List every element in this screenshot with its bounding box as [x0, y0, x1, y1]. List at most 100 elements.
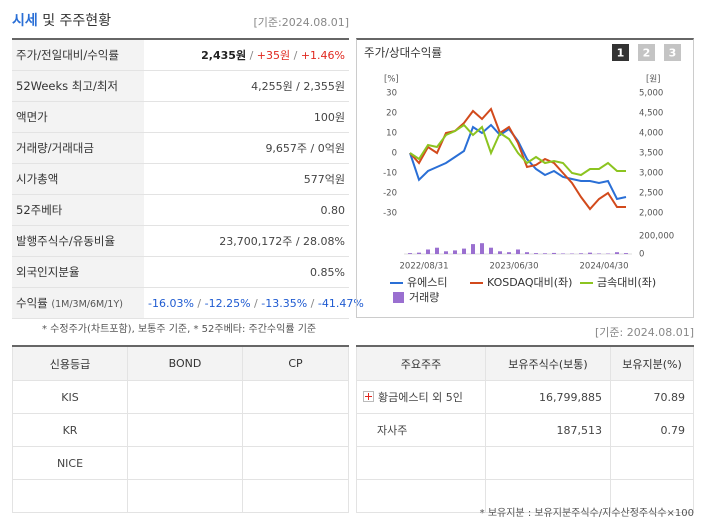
y-tick-label: 30 — [386, 89, 397, 99]
x-tick-label: 2022/08/31 — [400, 262, 449, 272]
summary-row: 액면가 100원 — [12, 101, 349, 133]
value-segment: / — [307, 296, 318, 310]
summary-row: 수익률 (1M/3M/6M/1Y) -16.03% / -12.25% / -13… — [12, 287, 364, 319]
holders-table: 주요주주 보유주식수(보통) 보유지분(%) 황금에스티 외 5인 16,799,885… — [356, 345, 694, 513]
y-tick-label: -20 — [383, 189, 397, 199]
empty-cell — [242, 479, 349, 513]
y2-tick-label: 2,500 — [639, 189, 663, 199]
summary-row: 거래량/거래대금 9,657주 / 0억원 — [12, 132, 349, 164]
y-tick-label: -10 — [383, 169, 397, 179]
summary-row: 주가/전일대비/수익률 2,435원 / +35원 / +1.46% — [12, 39, 349, 71]
base-date: [기준:2024.08.01] — [253, 16, 349, 29]
summary-table: 주가/전일대비/수익률 2,435원 / +35원 / +1.46% 52Weeks… — [12, 38, 364, 319]
holder-name: 자사주 — [356, 413, 486, 447]
agency: KR — [12, 413, 128, 447]
agency: KIS — [12, 380, 128, 414]
ratio: 0.79 — [610, 413, 694, 447]
row-value: 4,255원 / 2,355원 — [144, 70, 349, 102]
expand-icon[interactable] — [363, 391, 374, 402]
chart-box — [356, 38, 694, 318]
bond-cell — [127, 380, 243, 414]
y-tick-label: 20 — [386, 109, 397, 119]
chart-button[interactable] — [612, 44, 629, 61]
legend-label: 금속대비(좌) — [597, 276, 656, 289]
volume-bar — [624, 253, 628, 254]
holders-date: [기준: 2024.08.01] — [594, 326, 694, 339]
row-label: 52Weeks 최고/최저 — [12, 70, 144, 102]
row-value: 23,700,172주 / 28.08% — [144, 225, 349, 257]
cp-cell — [242, 380, 349, 414]
legend-label: KOSDAQ대비(좌) — [487, 276, 572, 289]
legend-swatch — [393, 292, 404, 303]
agency: NICE — [12, 446, 128, 480]
y2-axis-unit: [원] — [646, 75, 660, 85]
volume-bar — [435, 247, 439, 254]
credit-row — [12, 479, 349, 513]
volume-bar — [543, 253, 547, 254]
credit-row: NICE — [12, 446, 349, 480]
row-label: 액면가 — [12, 101, 144, 133]
column-header: 주요주주 — [356, 345, 486, 381]
empty-cell — [127, 479, 243, 513]
value-segment: / — [193, 296, 205, 310]
volume-bar — [462, 248, 466, 254]
volume-bar — [552, 252, 556, 254]
column-header: 신용등급 — [12, 345, 128, 381]
legend-label: 거래량 — [409, 291, 439, 304]
chart: 주가/상대수익률 1 2 3 [%] [원] -30 -20 -10 0 10 20 30 2,000 2,… — [364, 44, 681, 304]
label-text: 거래량/거래대금 — [16, 141, 94, 155]
empty-cell — [356, 479, 486, 513]
holder-text: 황금에스티 외 5인 — [378, 391, 463, 404]
empty-cell — [610, 446, 694, 480]
chart-title: 주가/상대수익률 — [364, 46, 442, 60]
volume-bar — [516, 249, 520, 254]
value-segment: / — [250, 296, 262, 310]
y2-tick-label: 2,000 — [639, 209, 663, 219]
chart-button-label[interactable]: 2 — [643, 47, 651, 60]
chart-button[interactable] — [638, 44, 655, 61]
value-segment: / — [290, 49, 301, 62]
value-segment: 577억원 — [303, 173, 345, 186]
summary-row: 52주베타 0.80 — [12, 194, 349, 226]
column-header: CP — [242, 345, 349, 381]
value-segment: 9,657주 / 0억원 — [265, 142, 345, 155]
volume-bar — [615, 252, 619, 254]
bond-cell — [127, 413, 243, 447]
value-segment: 0.85% — [310, 265, 345, 279]
volume-bar — [498, 251, 502, 254]
empty-cell — [12, 479, 128, 513]
volume-bar — [480, 243, 484, 254]
row-value: 0.80 — [144, 194, 349, 226]
ratio: 70.89 — [610, 380, 694, 414]
y-axis-unit: [%] — [384, 75, 399, 85]
title-main: 시세 — [12, 13, 38, 29]
row-label: 52주베타 — [12, 194, 144, 226]
chart-button-label[interactable]: 1 — [617, 47, 625, 60]
series-line — [409, 123, 626, 177]
column-header: 보유지분(%) — [610, 345, 694, 381]
page-title: 시세 및 주주현황 — [12, 10, 111, 30]
holder-row — [356, 479, 694, 513]
label-sub: (1M/3M/6M/1Y) — [51, 299, 123, 310]
holder-row: 자사주 187,513 0.79 — [356, 413, 694, 447]
volume-tick-label: 200,000 — [639, 232, 674, 242]
row-label: 거래량/거래대금 — [12, 132, 144, 164]
cp-cell — [242, 413, 349, 447]
volume-bar — [408, 253, 412, 254]
credit-table: 신용등급 BOND CP KIS KR NICE — [12, 345, 349, 513]
row-label: 발행주식수/유동비율 — [12, 225, 144, 257]
y-tick-label: 0 — [392, 149, 397, 159]
chart-button[interactable] — [664, 44, 681, 61]
volume-bar — [507, 252, 511, 254]
volume-tick-label: 0 — [639, 250, 644, 260]
value-segment: 2,435원 — [201, 49, 247, 62]
column-header: 보유주식수(보통) — [485, 345, 611, 381]
empty-cell — [610, 479, 694, 513]
chart-button-label[interactable]: 3 — [669, 47, 677, 60]
value-segment: -16.03% — [148, 296, 194, 310]
y2-tick-label: 3,000 — [639, 169, 663, 179]
label-text: 시가총액 — [16, 172, 59, 186]
y2-tick-label: 5,000 — [639, 89, 663, 99]
volume-bar — [471, 244, 475, 254]
